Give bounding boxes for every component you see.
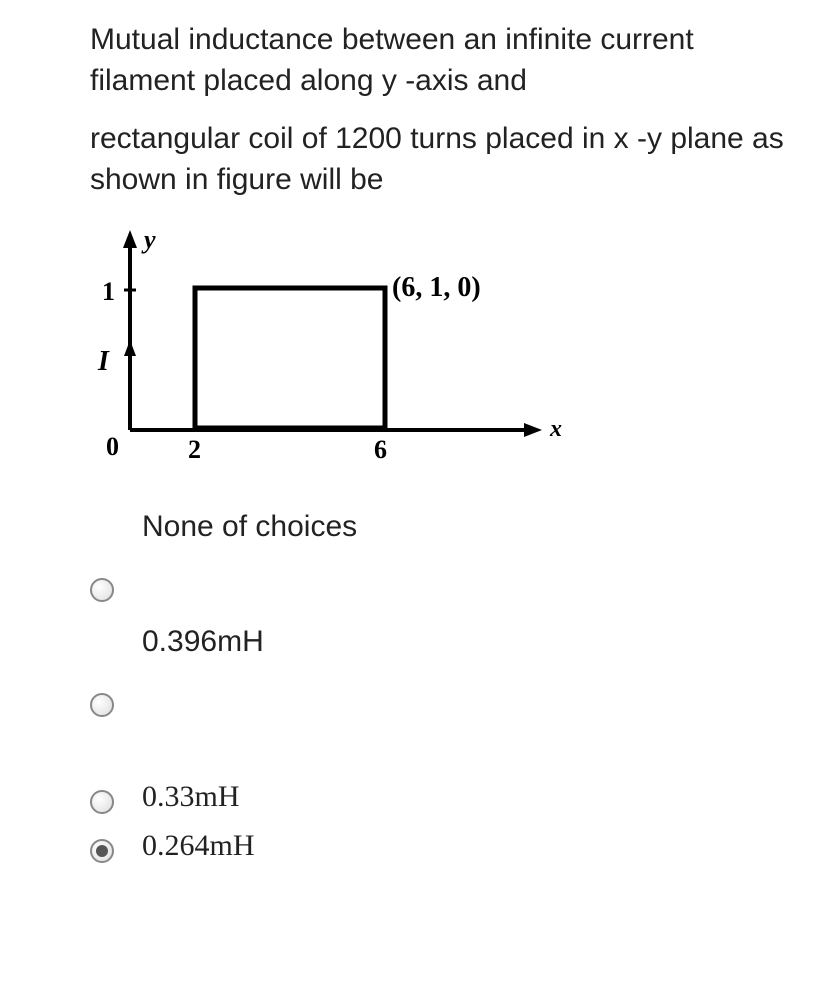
choice-label: 0.396mH (142, 625, 264, 659)
question-paragraph-1: Mutual inductance between an infinite cu… (90, 20, 788, 101)
corner-coord: (6, 1, 0) (392, 272, 481, 303)
choice-label: 0.264mH (142, 829, 255, 863)
x-axis-label: x (549, 416, 562, 442)
radio-icon[interactable] (90, 790, 114, 814)
radio-icon[interactable] (90, 578, 114, 602)
choice-label: 0.33mH (142, 780, 240, 814)
choice-label: None of choices (142, 510, 357, 544)
x-tick-6: 6 (374, 435, 387, 464)
choice-0396[interactable]: 0.396mH (90, 625, 788, 740)
x-tick-2: 2 (188, 435, 201, 464)
radio-icon[interactable] (90, 839, 114, 863)
y-axis-label: y (141, 225, 156, 254)
choice-0264[interactable]: 0.264mH (90, 829, 788, 863)
current-label: I (97, 346, 110, 377)
y-tick-1: 1 (102, 277, 115, 306)
origin-label: 0 (106, 432, 119, 461)
question-paragraph-2: rectangular coil of 1200 turns placed in… (90, 119, 788, 200)
answer-choices: None of choices 0.396mH 0.33mH 0.264mH (90, 510, 788, 863)
diagram-figure: y x I 1 0 2 6 (6, 1, 0) (80, 220, 788, 485)
choice-033[interactable]: 0.33mH (90, 780, 788, 814)
radio-icon[interactable] (90, 693, 114, 717)
choice-none[interactable]: None of choices (90, 510, 788, 625)
